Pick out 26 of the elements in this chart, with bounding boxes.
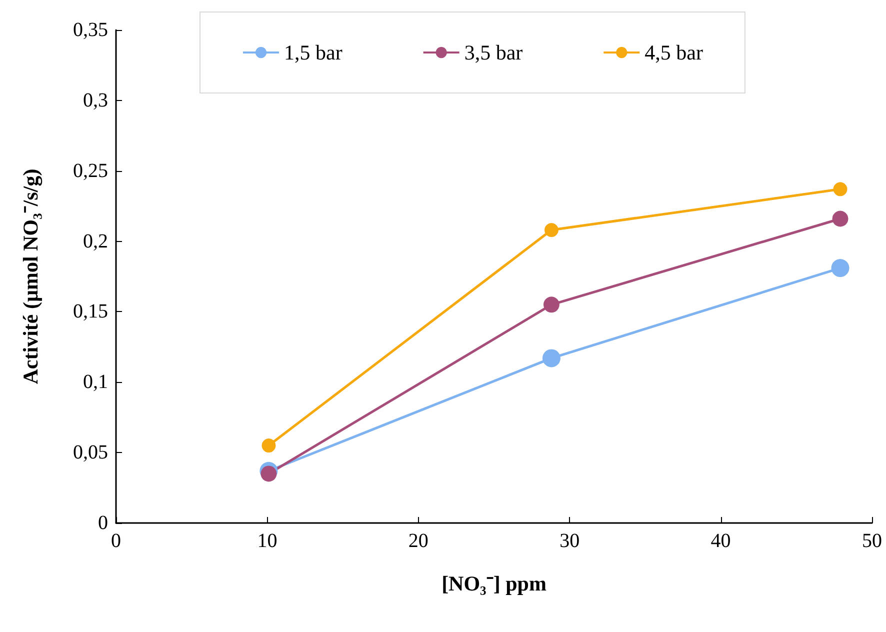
- y-tick-label: 0,25: [73, 160, 108, 182]
- y-tick-label: 0,15: [73, 300, 108, 323]
- x-tick-label: 30: [560, 530, 580, 552]
- legend-label: 1,5 bar: [284, 40, 342, 64]
- x-tick-label: 20: [408, 530, 428, 552]
- x-tick-label: 40: [710, 530, 731, 552]
- point: [543, 296, 560, 313]
- point: [831, 259, 850, 278]
- point: [544, 223, 558, 238]
- legend-label: 4,5 bar: [644, 40, 703, 64]
- y-tick-label: 0: [98, 512, 108, 534]
- y-tick-label: 0,35: [73, 19, 108, 41]
- x-tick-label: 10: [257, 530, 278, 552]
- y-tick-label: 0,05: [73, 442, 108, 464]
- y-tick-label: 0,3: [83, 89, 108, 112]
- y-axis-title: Activité (µmol NO₃⁻/s/g): [18, 168, 42, 384]
- point: [260, 466, 277, 482]
- x-axis-title: [NO₃⁻] ppm: [442, 572, 547, 596]
- legend-label: 3,5 bar: [464, 40, 523, 64]
- y-tick-label: 0,2: [83, 230, 108, 252]
- y-tick-label: 0,1: [83, 371, 108, 394]
- point: [832, 210, 848, 227]
- point: [262, 438, 276, 453]
- point: [542, 349, 560, 368]
- point: [833, 182, 848, 196]
- x-tick-label: 50: [862, 530, 882, 552]
